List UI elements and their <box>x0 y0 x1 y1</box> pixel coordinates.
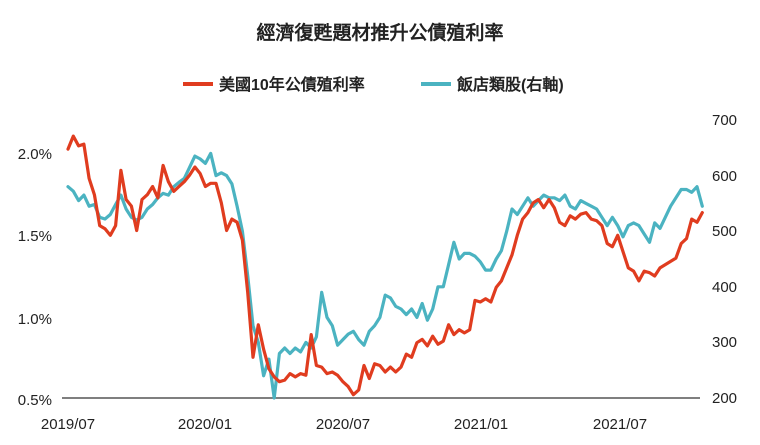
x-tick: 2021/01 <box>454 416 508 433</box>
x-tick: 2019/07 <box>41 416 95 433</box>
y-left-tick: 1.0% <box>18 311 52 328</box>
chart-title: 經濟復甦題材推升公債殖利率 <box>256 21 503 44</box>
series-layer <box>66 134 704 400</box>
legend-label-yield: 美國10年公債殖利率 <box>219 75 365 94</box>
y-left-tick: 1.5% <box>18 228 52 245</box>
y-right-tick: 200 <box>712 390 737 407</box>
y-left-tick: 2.0% <box>18 146 52 163</box>
legend: 美國10年公債殖利率 飯店類股(右軸) <box>183 75 564 94</box>
y-right-tick: 500 <box>712 223 737 240</box>
x-tick: 2020/01 <box>178 416 232 433</box>
legend-label-hotel: 飯店類股(右軸) <box>456 75 564 94</box>
x-axis-ticks: 2019/07 2020/01 2020/07 2021/01 2021/07 <box>41 416 647 433</box>
left-axis-ticks: 2.0% 1.5% 1.0% 0.5% <box>18 146 52 409</box>
y-right-tick: 700 <box>712 112 737 129</box>
y-right-tick: 600 <box>712 168 737 185</box>
series-line-hotel-stocks <box>66 151 704 400</box>
y-left-tick: 0.5% <box>18 392 52 409</box>
right-axis-ticks: 700 600 500 400 300 200 <box>712 112 737 407</box>
x-tick: 2021/07 <box>593 416 647 433</box>
y-right-tick: 300 <box>712 334 737 351</box>
x-tick: 2020/07 <box>316 416 370 433</box>
y-right-tick: 400 <box>712 279 737 296</box>
series-line-treasury-yield <box>66 134 704 397</box>
